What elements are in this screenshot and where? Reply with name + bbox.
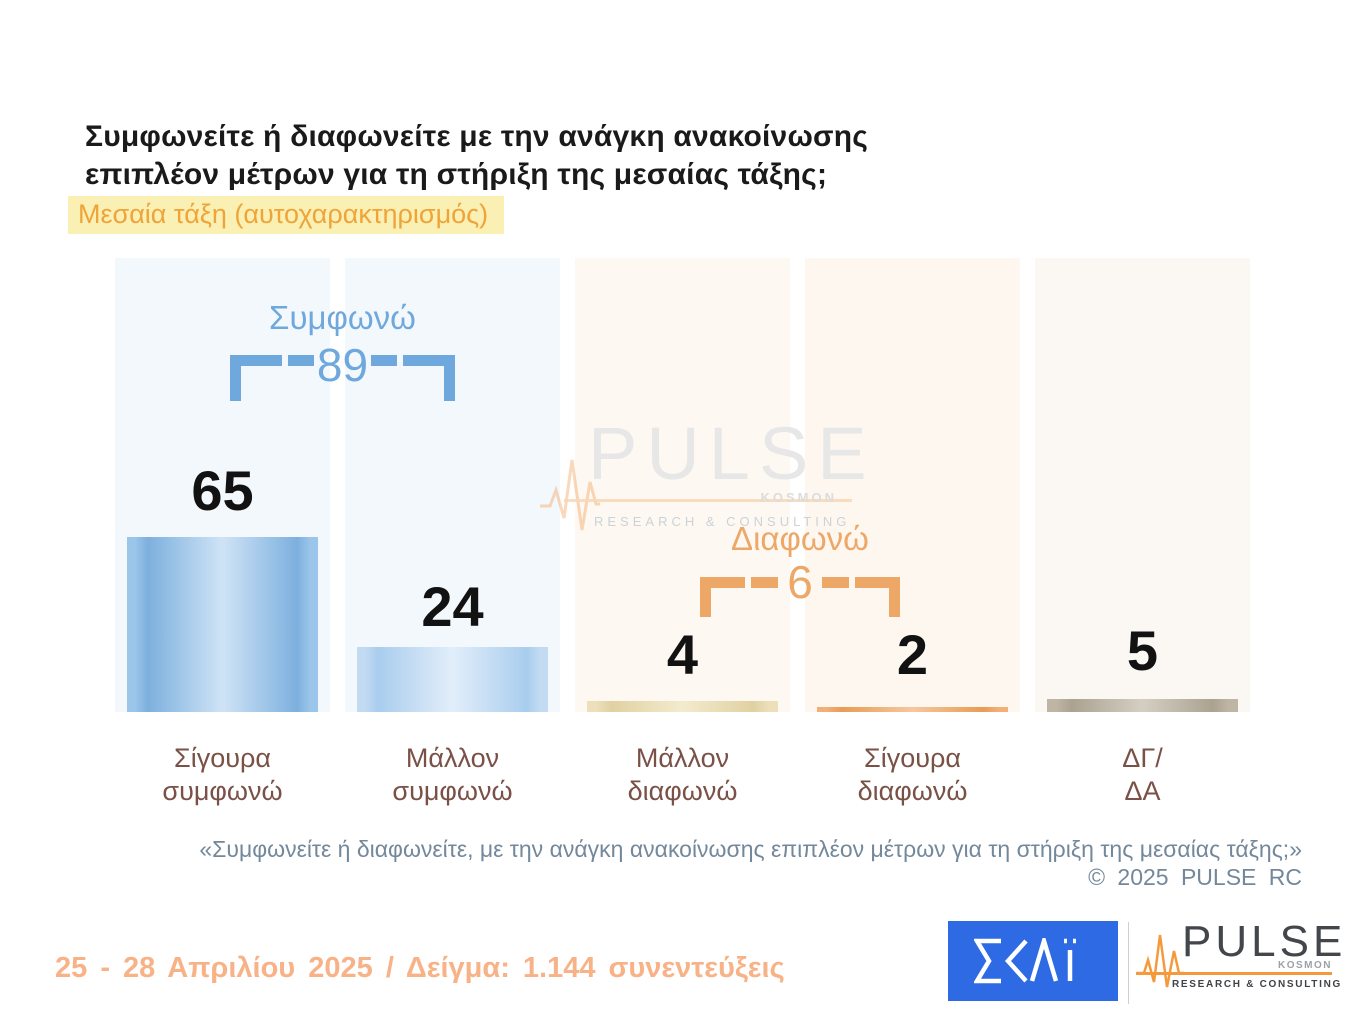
bar-chart (115, 258, 1251, 712)
page-title: Συμφωνείτε ή διαφωνείτε με την ανάγκη αν… (85, 118, 868, 194)
title-line-2: επιπλέον μέτρων για τη στήριξη της μεσαί… (85, 158, 828, 191)
category-line: ΔΓ/ (1122, 743, 1163, 773)
category-line: ΔΑ (1124, 776, 1161, 806)
category-label-mallon-symfono: Μάλλον συμφωνώ (345, 742, 560, 808)
category-line: Μάλλον (405, 743, 500, 773)
category-line: διαφωνώ (627, 776, 738, 806)
column-bg-dg-da (1035, 258, 1250, 712)
column-bg-sigoura-symfono (115, 258, 330, 712)
agree-group-label: Συμφωνώ (269, 299, 416, 336)
heartbeat-icon (1137, 934, 1184, 988)
value-label-sigoura-diafono: 2 (896, 623, 929, 686)
title-line-1: Συμφωνείτε ή διαφωνείτε με την ανάγκη αν… (85, 120, 869, 153)
agree-group-total: 89 (316, 339, 369, 391)
value-label-mallon-symfono: 24 (421, 575, 484, 638)
bar-dg-da (1047, 698, 1238, 712)
disagree-bracket-icon (700, 577, 900, 617)
footer-question-quote: «Συμφωνείτε ή διαφωνείτε, με την ανάγκη … (199, 836, 1302, 862)
category-line: διαφωνώ (857, 776, 968, 806)
bar-sigoura-diafono (817, 706, 1008, 712)
category-line: Σίγουρα (174, 743, 271, 773)
skai-logo-letters (974, 938, 1076, 984)
value-label-sigoura-symfono: 65 (191, 459, 254, 522)
disagree-group-label: Διαφωνώ (731, 520, 869, 557)
pulse-logo-underline (1136, 972, 1332, 975)
category-label-sigoura-symfono: Σίγουρα συμφωνώ (115, 742, 330, 808)
pulse-logo: PULSE KOSMON RESEARCH & CONSULTING (1136, 918, 1342, 1008)
skai-logo (948, 921, 1118, 1001)
column-bg-mallon-symfono (345, 258, 560, 712)
column-bg-sigoura-diafono (805, 258, 1020, 712)
agree-bracket-icon (230, 355, 455, 401)
category-line: Σίγουρα (864, 743, 961, 773)
logo-divider (1128, 922, 1129, 1004)
subtitle-highlight: Μεσαία τάξη (αυτοχαρακτηρισμός) (68, 196, 505, 234)
category-label-sigoura-diafono: Σίγουρα διαφωνώ (805, 742, 1020, 808)
category-label-dg-da: ΔΓ/ ΔΑ (1035, 742, 1250, 808)
column-bg-mallon-diafono (575, 258, 790, 712)
category-line: συμφωνώ (392, 776, 513, 806)
subtitle-text: Μεσαία τάξη (αυτοχαρακτηρισμός) (78, 199, 489, 229)
fieldwork-info: 25 - 28 Απριλίου 2025 / Δείγμα: 1.144 συ… (55, 952, 785, 984)
bar-mallon-diafono (587, 701, 778, 712)
category-label-mallon-diafono: Μάλλον διαφωνώ (575, 742, 790, 808)
pulse-logo-brand: PULSE (1182, 917, 1347, 966)
bar-mallon-symfono (357, 647, 548, 712)
pulse-logo-subbrand: KOSMON (1278, 960, 1332, 971)
value-label-dg-da: 5 (1126, 619, 1159, 682)
copyright-text: © 2025 PULSE RC (1088, 864, 1302, 890)
pulse-logo-tagline: RESEARCH & CONSULTING (1172, 979, 1342, 990)
category-line: συμφωνώ (162, 776, 283, 806)
bar-sigoura-symfono (127, 537, 318, 712)
disagree-group-total: 6 (787, 556, 813, 608)
category-line: Μάλλον (635, 743, 730, 773)
value-label-mallon-diafono: 4 (666, 623, 699, 686)
